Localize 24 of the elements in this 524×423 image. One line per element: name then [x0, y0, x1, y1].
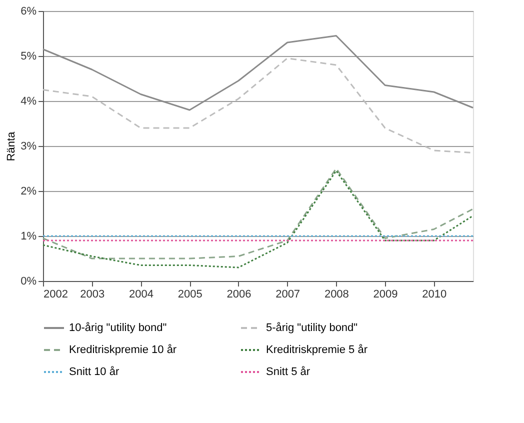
x-tick-label: 2008: [324, 288, 349, 300]
x-tick-label: 2005: [178, 288, 202, 300]
line-series: [42, 35, 474, 111]
legend-label: 10-årig "utility bond": [69, 322, 167, 334]
y-tick-label: 0%: [20, 276, 37, 288]
x-tick-label: 2003: [80, 288, 105, 300]
legend-label: Kreditriskpremie 10 år: [69, 344, 177, 356]
legend-label: Kreditriskpremie 5 år: [266, 344, 368, 356]
y-tick-label: 3%: [20, 140, 37, 152]
x-tick-label: 2004: [128, 288, 154, 300]
x-tick-label: 2006: [226, 288, 252, 300]
x-tick-label: 2007: [276, 288, 300, 300]
x-tick-label: 2002: [44, 288, 68, 300]
y-tick-label: 1%: [20, 230, 37, 242]
x-tick-label: 2010: [422, 288, 447, 300]
y-axis-title: Ränta: [6, 130, 18, 162]
y-tick-label: 2%: [20, 186, 37, 198]
legend-label: Snitt 10 år: [69, 366, 120, 378]
y-tick-label: 5%: [20, 50, 37, 62]
legend-label: 5-årig "utility bond": [266, 322, 358, 334]
x-tick-label: 2009: [373, 288, 398, 300]
y-tick-label: 6%: [20, 6, 37, 18]
y-tick-label: 4%: [20, 96, 37, 108]
legend-label: Snitt 5 år: [266, 366, 310, 378]
